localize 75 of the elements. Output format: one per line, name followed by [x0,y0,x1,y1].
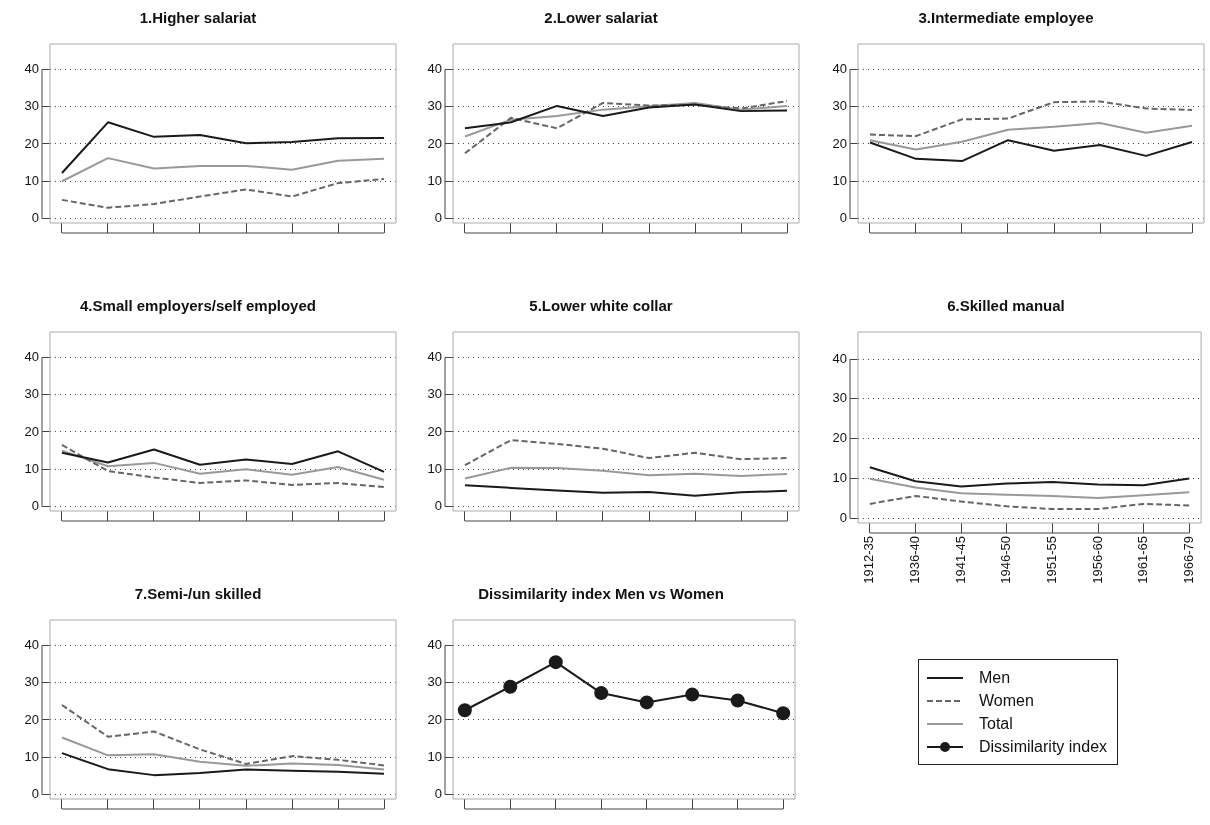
y-tick-label: 10 [24,172,39,188]
y-tick-label: 40 [24,60,39,76]
y-tick-label: 20 [24,423,39,439]
y-tick-label: 40 [832,60,847,76]
y-tick-label: 40 [24,348,39,364]
chart-title: 2.Lower salariat [544,9,658,27]
point [685,687,700,702]
chart-title: 1.Higher salariat [139,9,257,27]
x-tick-label: 1951-55 [1043,536,1059,584]
point [639,695,654,710]
y-tick-label: 20 [427,135,442,151]
y-tick-label: 40 [427,60,442,76]
y-tick-label: 30 [24,98,39,114]
y-tick-label: 40 [24,636,39,652]
y-tick-label: 20 [427,423,442,439]
y-tick-label: 20 [832,135,847,151]
y-tick-label: 30 [427,98,442,114]
y-tick-label: 30 [427,386,442,402]
y-tick-label: 0 [434,786,442,802]
chart-title: 4.Small employers/self employed [80,297,316,315]
y-tick-label: 10 [427,460,442,476]
y-tick-label: 10 [427,172,442,188]
y-tick-label: 30 [24,386,39,402]
y-tick-label: 0 [839,210,847,226]
y-tick-label: 10 [427,748,442,764]
y-tick-label: 30 [832,98,847,114]
y-tick-label: 0 [434,498,442,514]
y-tick-label: 0 [31,498,39,514]
legend-label: Dissimilarity index [979,737,1108,756]
line-series [60,443,386,489]
x-tick-label: 1936-40 [907,536,923,584]
chart-title: 6.Skilled manual [947,297,1065,315]
point [730,693,745,708]
y-tick-label: 20 [832,430,847,446]
line-series [463,439,789,467]
line-series [868,100,1194,138]
y-tick-label: 10 [832,470,847,486]
legend-label: Women [979,691,1034,710]
y-tick-label: 20 [24,711,39,727]
x-tick-label: 1912-35 [861,536,877,584]
y-tick-label: 30 [24,674,39,690]
x-tick-label: 1946-50 [998,536,1014,584]
y-tick-label: 40 [427,636,442,652]
y-tick-label: 10 [24,460,39,476]
line-series [60,704,386,767]
y-tick-label: 30 [427,674,442,690]
chart-title: 7.Semi-/un skilled [134,585,262,603]
point [776,706,791,721]
x-tick-label: 1956-60 [1089,536,1105,584]
point [594,686,609,701]
chart-title: 3.Intermediate employee [918,9,1094,27]
y-tick-label: 0 [434,210,442,226]
y-tick-label: 20 [24,135,39,151]
point [548,655,563,670]
line-series [463,100,789,155]
x-tick-label: 1941-45 [952,536,968,584]
y-tick-label: 40 [832,350,847,366]
y-tick-label: 0 [839,509,847,525]
x-tick-label: 1961-65 [1135,536,1151,584]
y-tick-label: 0 [31,210,39,226]
line-series [60,178,386,209]
point [457,703,472,718]
y-tick-label: 0 [31,786,39,802]
chart-title: 5.Lower white collar [529,297,673,315]
y-tick-label: 10 [832,172,847,188]
y-tick-label: 30 [832,390,847,406]
x-tick-label: 1966-79 [1180,536,1196,584]
legend-label: Men [979,668,1011,687]
y-tick-label: 20 [427,711,442,727]
chart-title: Dissimilarity index Men vs Women [478,585,724,603]
point [503,679,518,694]
legend-label: Total [979,714,1013,733]
y-tick-label: 10 [24,748,39,764]
line-series [868,494,1191,511]
y-tick-label: 40 [427,348,442,364]
